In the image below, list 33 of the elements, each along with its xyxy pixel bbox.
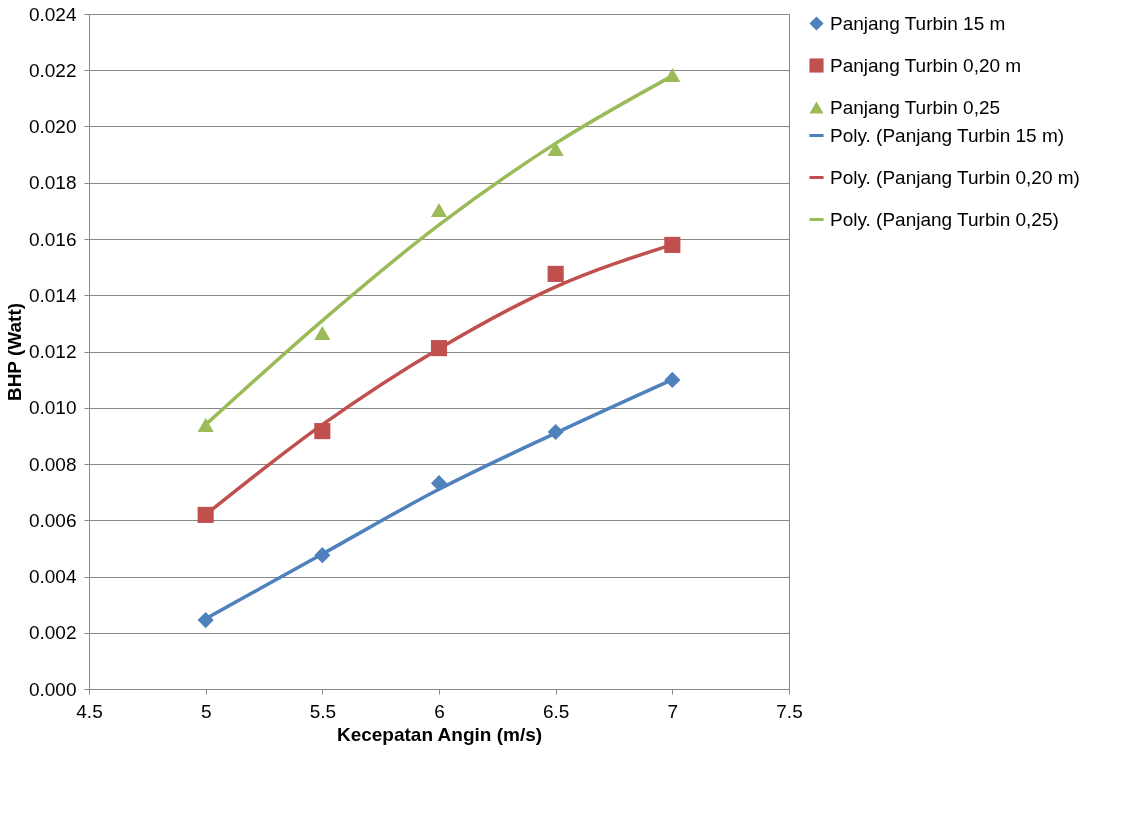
y-tick-label: 0.000 xyxy=(28,678,77,700)
point xyxy=(430,203,448,218)
y-tick-label: 0.018 xyxy=(28,172,77,194)
y-tick-label: 0.008 xyxy=(28,453,77,475)
x-axis-title: Kecepatan Angin (m/s) xyxy=(336,723,543,745)
x-tick-label: 5.5 xyxy=(309,700,337,722)
x-tick-label: 7.5 xyxy=(776,700,803,722)
y-tick-label: 0.006 xyxy=(28,509,77,531)
x-tick-label: 7 xyxy=(667,700,679,722)
y-tick-label: 0.004 xyxy=(28,566,77,587)
y-tick-label: 0.024 xyxy=(28,3,77,25)
point xyxy=(547,265,564,282)
legend-label: Poly. (Panjang Turbin 0,25) xyxy=(830,208,1059,230)
x-tick-label: 6.5 xyxy=(542,700,570,722)
y-tick-label: 0.014 xyxy=(28,284,77,306)
y-tick-label: 0.010 xyxy=(28,397,77,419)
y-tick-label: 0.016 xyxy=(28,228,77,250)
point xyxy=(314,325,331,340)
legend-label: Poly. (Panjang Turbin 0,20 m) xyxy=(830,166,1080,188)
legend-label: Panjang Turbin 15 m xyxy=(830,12,1006,34)
point xyxy=(547,142,564,156)
y-tick-label: 0.022 xyxy=(28,59,77,81)
y-axis-title: BHP (Watt) xyxy=(3,302,25,402)
x-tick-label: 4.5 xyxy=(76,700,103,722)
y-tick-label: 0.020 xyxy=(28,116,77,137)
legend-label: Poly. (Panjang Turbin 15 m) xyxy=(830,124,1065,146)
y-tick-label: 0.002 xyxy=(28,622,77,644)
x-tick-label: 6 xyxy=(434,700,445,722)
legend-label: Panjang Turbin 0,20 m xyxy=(830,54,1022,76)
legend-label: Panjang Turbin 0,25 xyxy=(830,96,1001,118)
y-tick-label: 0.012 xyxy=(28,341,77,362)
x-tick-label: 5 xyxy=(200,700,212,722)
point xyxy=(197,417,214,432)
